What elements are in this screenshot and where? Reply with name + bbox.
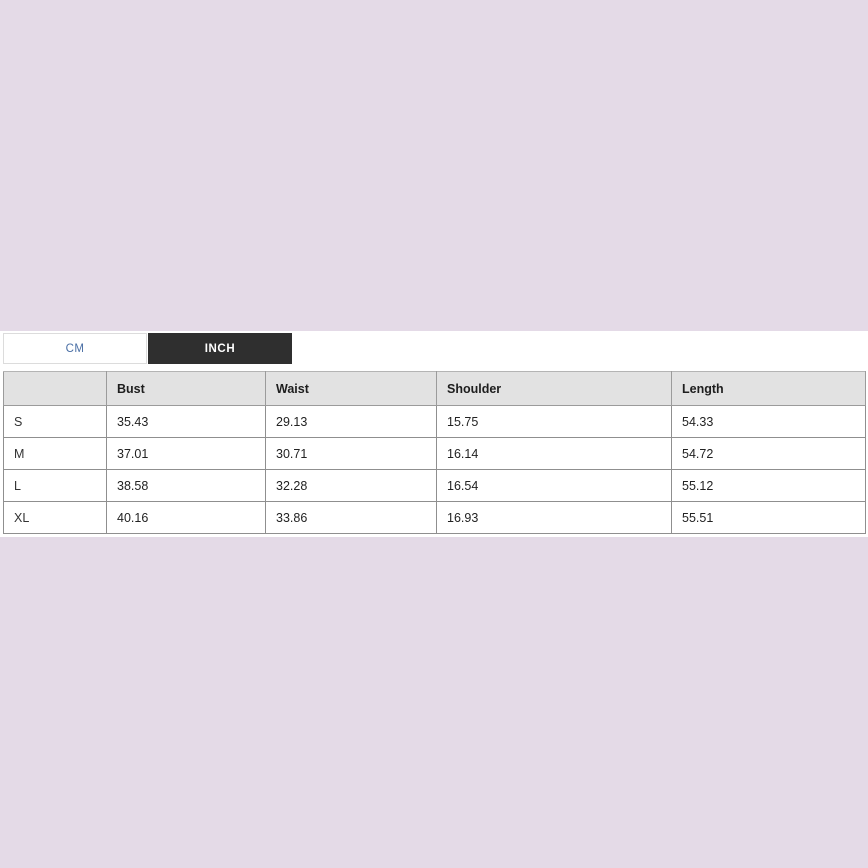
cell-bust: 40.16 [106,501,266,534]
cell-length: 55.51 [671,501,866,534]
column-header-bust: Bust [106,371,266,406]
cell-size: L [3,469,107,502]
cell-shoulder: 16.93 [436,501,672,534]
cell-length: 54.72 [671,437,866,470]
cell-bust: 37.01 [106,437,266,470]
table-row: XL 40.16 33.86 16.93 55.51 [3,501,866,534]
cell-waist: 33.86 [265,501,437,534]
cell-size: XL [3,501,107,534]
column-header-length: Length [671,371,866,406]
unit-tab-inch[interactable]: INCH [148,333,292,364]
size-table: Bust Waist Shoulder Length S 35.43 29.13… [3,371,866,534]
cell-shoulder: 15.75 [436,405,672,438]
column-header-waist: Waist [265,371,437,406]
cell-waist: 29.13 [265,405,437,438]
cell-size: M [3,437,107,470]
cell-bust: 38.58 [106,469,266,502]
table-row: M 37.01 30.71 16.14 54.72 [3,437,866,470]
cell-bust: 35.43 [106,405,266,438]
size-chart-panel: CM INCH Bust Waist Shoulder Length [0,331,868,537]
table-header-row: Bust Waist Shoulder Length [3,371,866,406]
unit-toggle: CM INCH [0,331,868,368]
cell-shoulder: 16.54 [436,469,672,502]
table-row: L 38.58 32.28 16.54 55.12 [3,469,866,502]
column-header-shoulder: Shoulder [436,371,672,406]
table-row: S 35.43 29.13 15.75 54.33 [3,405,866,438]
cell-size: S [3,405,107,438]
cell-length: 55.12 [671,469,866,502]
size-table-wrapper: Bust Waist Shoulder Length S 35.43 29.13… [0,368,868,537]
cell-shoulder: 16.14 [436,437,672,470]
cell-length: 54.33 [671,405,866,438]
unit-tab-cm[interactable]: CM [3,333,147,364]
cell-waist: 32.28 [265,469,437,502]
cell-waist: 30.71 [265,437,437,470]
column-header-size [3,371,107,406]
